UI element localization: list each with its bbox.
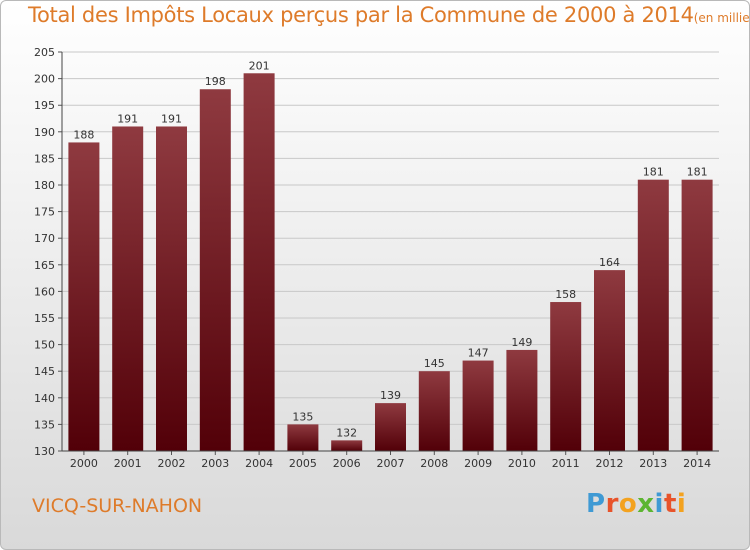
data-label-2013: 181 — [643, 166, 664, 179]
x-tick-label-2008: 2008 — [420, 457, 448, 470]
x-tick-label-2002: 2002 — [158, 457, 186, 470]
y-tick-label: 140 — [34, 392, 55, 405]
bar-2001 — [112, 126, 144, 451]
y-tick-label: 195 — [34, 99, 55, 112]
bar-2002 — [156, 126, 187, 451]
bar-2013 — [637, 179, 669, 451]
data-label-2005: 135 — [292, 410, 313, 423]
x-tick-label-2000: 2000 — [70, 457, 98, 470]
y-tick-label: 135 — [34, 418, 55, 431]
data-label-2006: 132 — [336, 426, 357, 439]
bar-2007 — [375, 403, 406, 451]
bar-2008 — [418, 371, 450, 451]
y-tick-label: 155 — [34, 312, 55, 325]
bar-2011 — [550, 302, 582, 451]
x-tick-label-2012: 2012 — [596, 457, 624, 470]
data-label-2002: 191 — [161, 112, 182, 125]
y-tick-label: 205 — [34, 46, 55, 59]
bar-2000 — [68, 142, 100, 451]
logo-letter: i — [654, 489, 664, 519]
x-tick-label-2006: 2006 — [333, 457, 361, 470]
x-tick-label-2013: 2013 — [639, 457, 667, 470]
y-tick-label: 180 — [34, 179, 55, 192]
logo-letter: r — [605, 489, 619, 519]
y-tick-label: 175 — [34, 206, 55, 219]
y-tick-label: 185 — [34, 152, 55, 165]
y-tick-label: 160 — [34, 285, 55, 298]
data-label-2003: 198 — [205, 75, 226, 88]
y-tick-label: 165 — [34, 259, 55, 272]
title-text: Total des Impôts Locaux perçus par la Co… — [28, 3, 694, 27]
x-tick-label-2009: 2009 — [464, 457, 492, 470]
y-tick-label: 190 — [34, 126, 55, 139]
x-tick-label-2005: 2005 — [289, 457, 317, 470]
data-label-2009: 147 — [468, 347, 489, 360]
logo-letter: x — [637, 489, 655, 519]
data-label-2010: 149 — [511, 336, 532, 349]
data-label-2012: 164 — [599, 256, 620, 269]
data-label-2001: 191 — [117, 112, 138, 125]
bar-2012 — [594, 270, 625, 451]
logo-letter: i — [676, 489, 687, 519]
bar-2010 — [506, 349, 538, 451]
logo-letter: o — [618, 489, 638, 519]
data-label-2007: 139 — [380, 389, 401, 402]
chart-title: Total des Impôts Locaux perçus par la Co… — [28, 3, 750, 27]
unit-note: (en milliers d'€) — [693, 11, 750, 25]
logo-letter: t — [663, 489, 677, 519]
x-tick-label-2001: 2001 — [114, 457, 142, 470]
data-label-2011: 158 — [555, 288, 576, 301]
data-label-2008: 145 — [424, 357, 445, 370]
y-tick-label: 145 — [34, 365, 55, 378]
x-tick-label-2004: 2004 — [245, 457, 273, 470]
y-tick-label: 130 — [34, 445, 55, 458]
bar-2005 — [287, 424, 319, 451]
x-tick-label-2003: 2003 — [201, 457, 229, 470]
x-tick-label-2007: 2007 — [377, 457, 405, 470]
bar-2003 — [199, 89, 231, 452]
bar-2004 — [243, 73, 275, 451]
bar-2009 — [462, 360, 494, 451]
y-tick-label: 150 — [34, 339, 55, 352]
proxiti-logo: Proxiti — [586, 489, 686, 519]
bars — [68, 73, 713, 452]
data-label-2000: 188 — [73, 128, 94, 141]
commune-name: VICQ-SUR-NAHON — [32, 495, 203, 517]
x-tick-label-2014: 2014 — [683, 457, 711, 470]
bar-2006 — [331, 440, 363, 451]
logo-letter: P — [586, 489, 606, 519]
axes: 130 135 140 145 150 155 160 165 170 175 180 185 190 1… — [34, 46, 719, 470]
y-tick-label: 170 — [34, 232, 55, 245]
data-label-2004: 201 — [249, 59, 270, 72]
bar-2014 — [681, 179, 713, 451]
data-label-2014: 181 — [687, 166, 708, 179]
x-tick-label-2010: 2010 — [508, 457, 536, 470]
data-labels: 188 191 191 198 201 135 132 139 145 147 149 158 164 1… — [73, 59, 707, 439]
y-tick-label: 200 — [34, 73, 55, 86]
x-tick-label-2011: 2011 — [552, 457, 580, 470]
